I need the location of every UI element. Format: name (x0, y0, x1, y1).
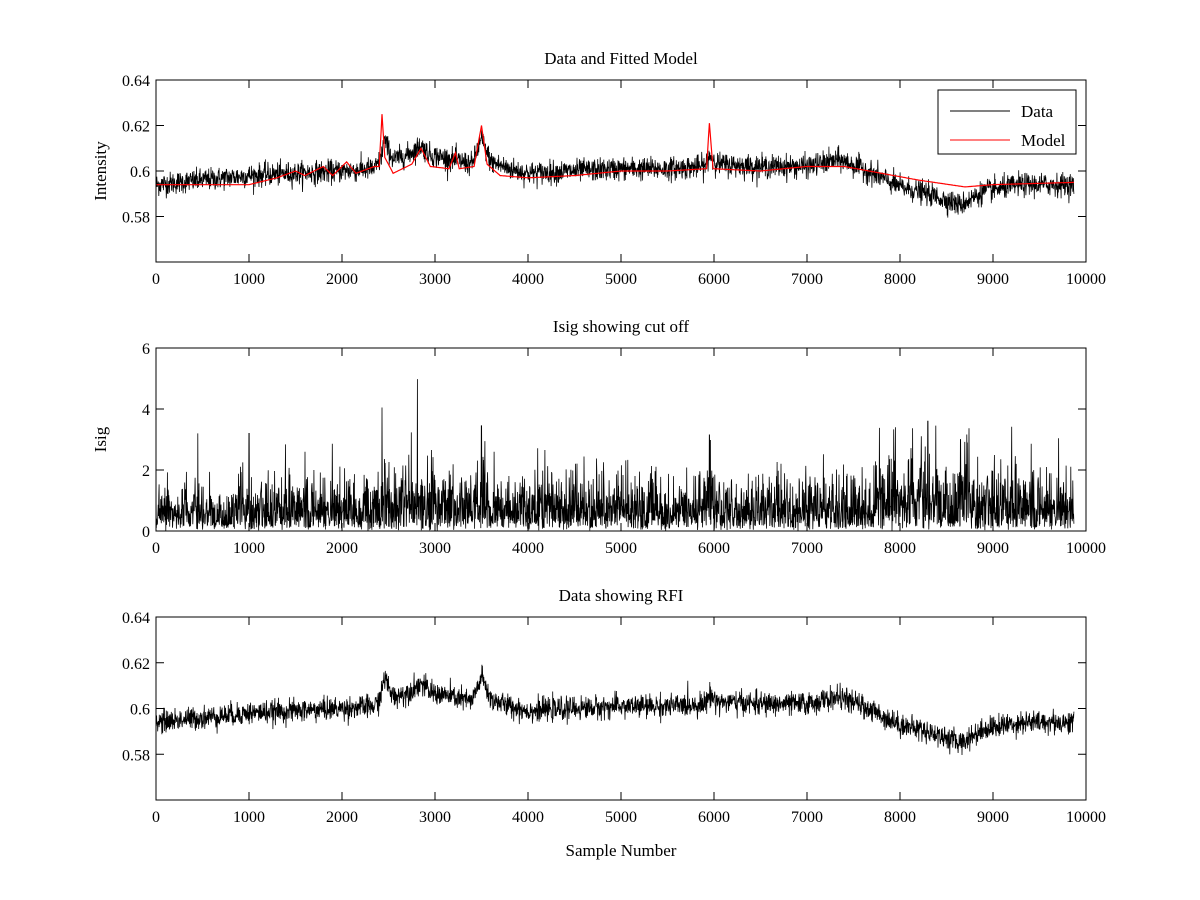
series-line-isig (156, 664, 1075, 756)
x-tick-label: 3000 (419, 540, 451, 557)
x-tick-label: 9000 (977, 540, 1009, 557)
x-tick-label: 3000 (419, 271, 451, 288)
y-tick-label: 0.64 (122, 610, 150, 627)
x-axis-label: Sample Number (566, 841, 677, 860)
y-tick-label: 0.58 (122, 210, 150, 227)
x-tick-label: 0 (152, 540, 160, 557)
x-tick-label: 5000 (605, 809, 637, 826)
x-tick-label: 1000 (233, 540, 265, 557)
y-tick-label: 0.6 (130, 702, 150, 719)
y-tick-label: 4 (142, 402, 150, 419)
chart-title: Data and Fitted Model (544, 49, 698, 68)
legend-label-model: Model (1021, 131, 1066, 150)
series-line-data (156, 130, 1075, 218)
legend: Data Model (937, 89, 1077, 155)
y-tick-label: 0.6 (130, 164, 150, 181)
x-tick-label: 6000 (698, 271, 730, 288)
y-axis-label: Isig (91, 426, 110, 452)
x-tick-label: 4000 (512, 809, 544, 826)
x-tick-label: 5000 (605, 540, 637, 557)
y-tick-label: 0.64 (122, 73, 150, 90)
chart-title: Isig showing cut off (553, 317, 689, 336)
y-tick-label: 0.62 (122, 119, 150, 136)
x-tick-label: 0 (152, 271, 160, 288)
x-tick-label: 2000 (326, 540, 358, 557)
panel-2: 0 1000 2000 3000 4000 5000 6000 7000 8000 9000 100… (91, 317, 1106, 557)
y-tick-label: 0 (142, 524, 150, 541)
x-tick-label: 8000 (884, 271, 916, 288)
x-tick-label: 7000 (791, 271, 823, 288)
x-tick-label: 8000 (884, 809, 916, 826)
x-tick-label: 2000 (326, 809, 358, 826)
y-tick-label: 6 (142, 341, 150, 358)
x-tick-label: 1000 (233, 809, 265, 826)
x-tick-label: 7000 (791, 540, 823, 557)
y-axis-label: Intensity (91, 141, 110, 201)
x-tick-label: 6000 (698, 540, 730, 557)
x-tick-label: 2000 (326, 271, 358, 288)
x-tick-label: 1000 (233, 271, 265, 288)
x-tick-label: 4000 (512, 540, 544, 557)
y-tick-label: 0.58 (122, 747, 150, 764)
x-tick-label: 10000 (1066, 540, 1106, 557)
x-tick-label: 5000 (605, 271, 637, 288)
x-tick-label: 6000 (698, 809, 730, 826)
x-tick-label: 0 (152, 809, 160, 826)
x-tick-label: 4000 (512, 271, 544, 288)
panel-3: 0 1000 2000 3000 4000 5000 6000 7000 8000 9000 100… (122, 586, 1106, 860)
x-tick-label: 10000 (1066, 271, 1106, 288)
y-tick-label: 2 (142, 463, 150, 480)
chart-title: Data showing RFI (559, 586, 684, 605)
y-tick-label: 0.62 (122, 656, 150, 673)
legend-box (937, 89, 1077, 155)
x-tick-label: 9000 (977, 809, 1009, 826)
x-tick-label: 9000 (977, 271, 1009, 288)
panel-1: 0 1000 2000 3000 4000 5000 6000 7000 8000 9000 100… (91, 49, 1106, 288)
x-tick-label: 3000 (419, 809, 451, 826)
legend-label-data: Data (1021, 102, 1054, 121)
x-tick-label: 10000 (1066, 809, 1106, 826)
series-line-isig (156, 379, 1075, 531)
series-line-model (156, 114, 1074, 188)
x-tick-label: 7000 (791, 809, 823, 826)
x-tick-label: 8000 (884, 540, 916, 557)
